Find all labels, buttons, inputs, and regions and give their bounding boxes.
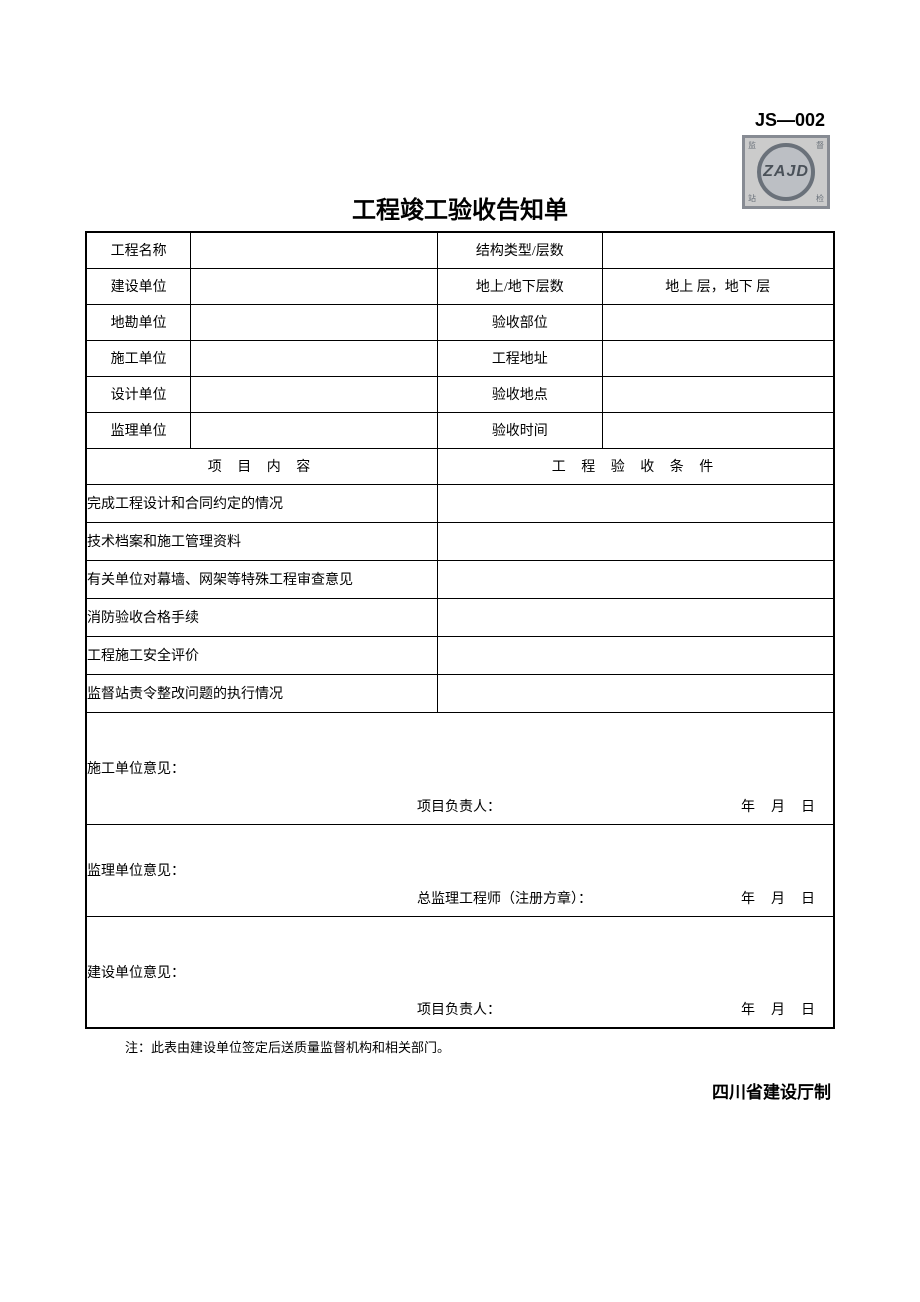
signature-line: 总监理工程师（注册方章）： 年月日 — [87, 888, 833, 908]
info-row: 监理单位 验收时间 — [86, 412, 834, 448]
info-row: 地勘单位 验收部位 — [86, 304, 834, 340]
signature-line: 项目负责人： 年月日 — [87, 999, 833, 1019]
item-label: 技术档案和施工管理资料 — [86, 522, 438, 560]
stamp-corner-tl: 监 — [748, 140, 756, 151]
form-page: JS—002 监 督 站 检 ZAJD 工程竣工验收告知单 工程名称 结构类型/层… — [0, 0, 920, 1153]
stamp-corner-tr: 督 — [816, 140, 824, 151]
item-label: 消防验收合格手续 — [86, 598, 438, 636]
item-row: 监督站责令整改问题的执行情况 — [86, 674, 834, 712]
opinion-cell: 监理单位意见： 总监理工程师（注册方章）： 年月日 — [86, 824, 834, 916]
form-title: 工程竣工验收告知单 — [85, 190, 835, 225]
info-label-left: 工程名称 — [86, 232, 191, 268]
section-header-left: 项 目 内 容 — [86, 448, 438, 484]
info-label-right: 验收地点 — [438, 376, 603, 412]
info-value-left — [191, 340, 438, 376]
stamp: 监 督 站 检 ZAJD — [742, 135, 830, 209]
item-value — [438, 522, 834, 560]
info-value-left — [191, 412, 438, 448]
info-value-left — [191, 268, 438, 304]
info-value-right: 地上 层，地下 层 — [602, 268, 834, 304]
info-label-left: 监理单位 — [86, 412, 191, 448]
opinion-row: 建设单位意见： 项目负责人： 年月日 — [86, 916, 834, 1028]
form-note: 注：此表由建设单位签定后送质量监督机构和相关部门。 — [125, 1037, 835, 1056]
info-value-right — [602, 376, 834, 412]
info-row: 工程名称 结构类型/层数 — [86, 232, 834, 268]
item-value — [438, 636, 834, 674]
info-value-right — [602, 340, 834, 376]
info-label-left: 施工单位 — [86, 340, 191, 376]
item-value — [438, 674, 834, 712]
item-label: 工程施工安全评价 — [86, 636, 438, 674]
signature-date: 年月日 — [733, 999, 823, 1019]
main-table: 工程名称结构类型/层数建设单位地上/地下层数地上 层，地下 层地勘单位验收部位施… — [85, 231, 835, 1029]
signature-date: 年月日 — [733, 888, 823, 908]
opinion-row: 施工单位意见： 项目负责人： 年月日 — [86, 712, 834, 824]
info-value-left — [191, 304, 438, 340]
stamp-circle: ZAJD — [757, 143, 815, 201]
stamp-corner-bl: 站 — [748, 193, 756, 204]
signature-date: 年月日 — [733, 796, 823, 816]
item-row: 消防验收合格手续 — [86, 598, 834, 636]
info-value-left — [191, 232, 438, 268]
info-value-right — [602, 304, 834, 340]
info-label-right: 地上/地下层数 — [438, 268, 603, 304]
item-value — [438, 560, 834, 598]
opinion-row: 监理单位意见： 总监理工程师（注册方章）： 年月日 — [86, 824, 834, 916]
signature-role: 项目负责人： — [417, 796, 501, 816]
form-footer: 四川省建设厅制 — [85, 1078, 831, 1103]
item-label: 有关单位对幕墙、网架等特殊工程审查意见 — [86, 560, 438, 598]
signature-role: 项目负责人： — [417, 999, 501, 1019]
opinion-label: 建设单位意见： — [87, 962, 833, 982]
info-row: 施工单位 工程地址 — [86, 340, 834, 376]
info-label-left: 建设单位 — [86, 268, 191, 304]
item-row: 有关单位对幕墙、网架等特殊工程审查意见 — [86, 560, 834, 598]
item-label: 完成工程设计和合同约定的情况 — [86, 484, 438, 522]
opinion-label: 施工单位意见： — [87, 758, 833, 778]
info-row: 建设单位 地上/地下层数地上 层，地下 层 — [86, 268, 834, 304]
info-value-right — [602, 232, 834, 268]
item-row: 工程施工安全评价 — [86, 636, 834, 674]
info-label-left: 地勘单位 — [86, 304, 191, 340]
stamp-text: ZAJD — [763, 163, 809, 181]
item-value — [438, 598, 834, 636]
info-value-right — [602, 412, 834, 448]
form-code: JS—002 — [755, 110, 825, 131]
section-header-row: 项 目 内 容 工 程 验 收 条 件 — [86, 448, 834, 484]
item-row: 技术档案和施工管理资料 — [86, 522, 834, 560]
signature-role: 总监理工程师（注册方章）： — [417, 888, 592, 908]
opinion-label: 监理单位意见： — [87, 860, 833, 880]
section-header-right: 工 程 验 收 条 件 — [438, 448, 834, 484]
info-label-left: 设计单位 — [86, 376, 191, 412]
info-row: 设计单位 验收地点 — [86, 376, 834, 412]
info-label-right: 验收部位 — [438, 304, 603, 340]
stamp-corner-br: 检 — [816, 193, 824, 204]
info-label-right: 工程地址 — [438, 340, 603, 376]
info-label-right: 验收时间 — [438, 412, 603, 448]
signature-line: 项目负责人： 年月日 — [87, 796, 833, 816]
info-value-left — [191, 376, 438, 412]
opinion-cell: 施工单位意见： 项目负责人： 年月日 — [86, 712, 834, 824]
item-label: 监督站责令整改问题的执行情况 — [86, 674, 438, 712]
opinion-cell: 建设单位意见： 项目负责人： 年月日 — [86, 916, 834, 1028]
item-row: 完成工程设计和合同约定的情况 — [86, 484, 834, 522]
item-value — [438, 484, 834, 522]
info-label-right: 结构类型/层数 — [438, 232, 603, 268]
